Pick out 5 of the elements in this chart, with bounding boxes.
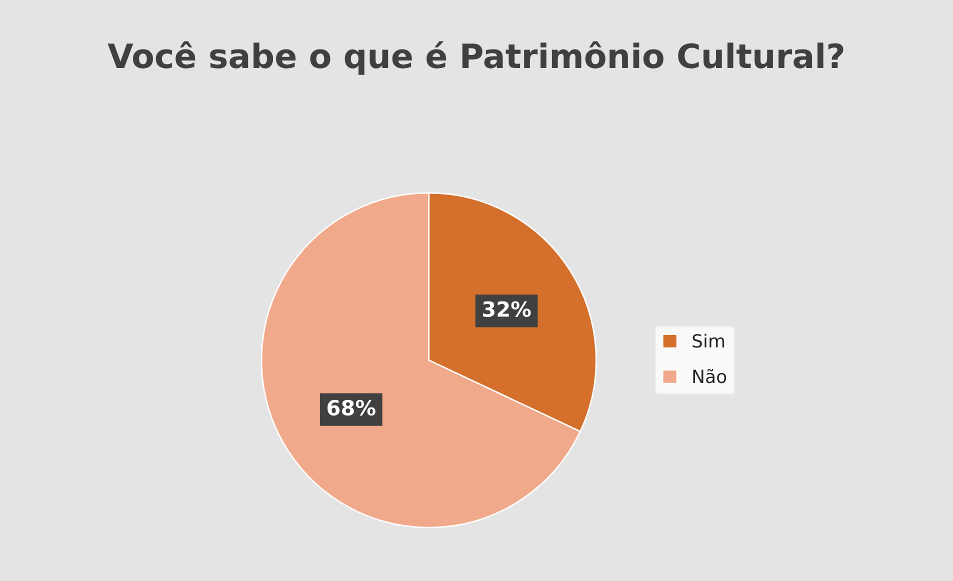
chart-title: Você sabe o que é Patrimônio Cultural?: [108, 41, 844, 75]
data-label: 32%: [483, 301, 531, 317]
legend-label: Sim: [692, 334, 724, 348]
data-label: 68%: [328, 400, 376, 416]
legend-label: Não: [693, 368, 726, 384]
